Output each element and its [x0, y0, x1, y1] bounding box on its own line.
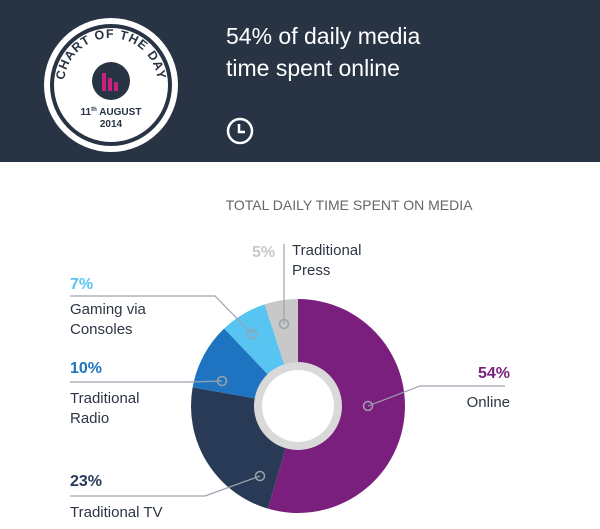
clock-icon — [226, 117, 254, 145]
leader-dot-traditional-radio — [216, 375, 228, 387]
leader-line-traditional-tv — [70, 475, 261, 497]
badge-date-line1: 11th AUGUST — [81, 107, 142, 118]
leader-dot-online — [362, 400, 374, 412]
badge-date-line2: 2014 — [100, 119, 123, 130]
category-label-gaming-via-consoles: Gaming via Consoles — [70, 301, 147, 338]
category-label-traditional-tv: Traditional TV — [70, 504, 163, 521]
value-label-traditional-press: 5% — [252, 244, 275, 261]
leader-dot-traditional-press — [278, 318, 290, 330]
category-label-traditional-radio: Traditional Radio — [70, 390, 139, 427]
headline-line-2: time spent online — [226, 55, 400, 81]
leader-line-online — [367, 385, 505, 407]
chart-title: TOTAL DAILY TIME SPENT ON MEDIA — [226, 197, 474, 213]
value-label-traditional-tv: 23% — [70, 473, 102, 490]
leader-dot-gaming-via-consoles — [246, 328, 258, 340]
donut-hole — [262, 370, 334, 442]
leader-dot-traditional-tv — [254, 470, 266, 482]
headline-line-1: 54% of daily media — [226, 23, 421, 49]
value-label-online: 54% — [478, 365, 510, 382]
value-label-gaming-via-consoles: 7% — [70, 276, 93, 293]
chart-of-the-day-badge: CHART OF THE DAY 11th AUGUST 2014 — [44, 18, 178, 152]
category-label-online: Online — [467, 394, 510, 411]
header-banner: CHART OF THE DAY 11th AUGUST 2014 54% of… — [0, 0, 600, 162]
leader-line-traditional-radio — [70, 380, 223, 383]
headline: 54% of daily media time spent online — [226, 20, 526, 84]
leader-line-gaming-via-consoles — [70, 295, 253, 335]
bar-chart-icon — [102, 73, 118, 91]
value-label-traditional-radio: 10% — [70, 360, 102, 377]
media-time-donut-chart: TOTAL DAILY TIME SPENT ON MEDIA 54% Onlin… — [70, 197, 510, 521]
category-label-traditional-press: Traditional Press — [292, 242, 361, 279]
